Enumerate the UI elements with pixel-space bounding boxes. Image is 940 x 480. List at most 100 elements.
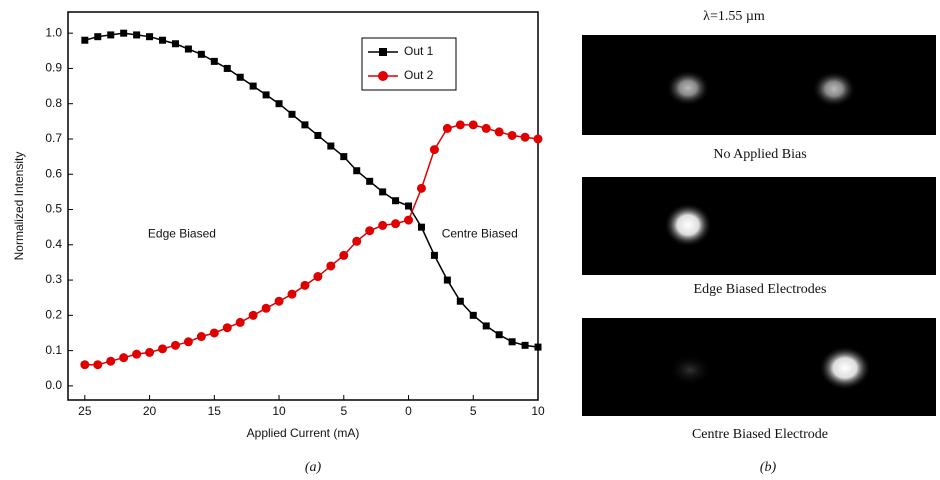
panel-title: λ=1.55 µm xyxy=(703,9,765,24)
marker xyxy=(521,341,529,349)
marker xyxy=(81,36,89,44)
marker xyxy=(481,123,491,133)
marker xyxy=(520,132,530,142)
panel-label: (a) xyxy=(305,460,322,475)
marker xyxy=(159,36,167,44)
marker xyxy=(80,360,90,370)
spot xyxy=(668,354,712,386)
marker xyxy=(326,261,336,271)
marker xyxy=(183,337,193,347)
marker xyxy=(455,120,465,130)
marker xyxy=(261,303,271,313)
marker xyxy=(417,223,425,231)
annotation: Centre Biased xyxy=(442,226,518,240)
legend-label: Out 2 xyxy=(404,68,434,82)
image-caption: No Applied Bias xyxy=(713,147,806,162)
marker xyxy=(508,338,516,346)
legend-label: Out 1 xyxy=(404,44,434,58)
marker xyxy=(482,322,490,330)
x-tick-label: 25 xyxy=(78,404,92,418)
y-tick-label: 0.3 xyxy=(45,272,62,286)
y-tick-label: 0.2 xyxy=(45,308,62,322)
marker xyxy=(301,121,309,129)
marker xyxy=(430,251,438,259)
marker xyxy=(262,91,270,99)
marker xyxy=(391,219,401,229)
marker xyxy=(468,120,478,130)
marker xyxy=(494,127,504,137)
marker xyxy=(378,220,388,230)
plot: 0.0 0.1 0.2 0.3 0.4 0.5 0.6 0.7 0.8 0.9 1.0 25 20 15 1… xyxy=(12,11,545,440)
series-line xyxy=(84,124,539,366)
spot xyxy=(812,71,856,107)
y-tick-label: 0.9 xyxy=(45,61,62,75)
marker xyxy=(495,331,503,339)
marker xyxy=(119,353,129,363)
marker xyxy=(379,188,387,196)
legend-box xyxy=(361,37,457,91)
marker xyxy=(313,272,323,282)
y-tick-label: 0.5 xyxy=(45,202,62,216)
x-tick-label: 5 xyxy=(470,404,477,418)
mode-images xyxy=(582,35,936,416)
y-tick-label: 0.1 xyxy=(45,343,62,357)
x-tick-label: 15 xyxy=(208,404,222,418)
y-tick-label: 0.8 xyxy=(45,96,62,110)
marker xyxy=(469,311,477,319)
spot xyxy=(819,346,871,390)
image xyxy=(582,318,936,416)
marker xyxy=(248,310,258,320)
y-tick-label: 0.0 xyxy=(45,378,62,392)
marker xyxy=(196,332,206,342)
marker xyxy=(429,145,439,155)
marker xyxy=(184,45,192,53)
marker xyxy=(442,123,452,133)
image xyxy=(582,177,936,275)
marker xyxy=(274,296,284,306)
x-axis-label: Applied Current (mA) xyxy=(247,426,360,440)
marker xyxy=(416,183,426,193)
y-tick-label: 0.4 xyxy=(45,237,62,251)
marker xyxy=(236,73,244,81)
x-tick-label: 0 xyxy=(405,404,412,418)
marker xyxy=(222,323,232,333)
marker xyxy=(132,349,142,359)
marker xyxy=(275,100,283,108)
marker xyxy=(300,280,310,290)
x-tick-label: 10 xyxy=(531,404,545,418)
image-caption: Centre Biased Electrode xyxy=(692,427,828,442)
marker xyxy=(170,340,180,350)
marker xyxy=(314,131,322,139)
image-caption: Edge Biased Electrodes xyxy=(694,282,827,297)
marker xyxy=(235,317,245,327)
marker xyxy=(534,343,542,351)
marker xyxy=(197,50,205,58)
x-tick-label: 20 xyxy=(143,404,157,418)
marker xyxy=(352,236,362,246)
y-axis-label: Normalized Intensity xyxy=(12,152,26,261)
marker xyxy=(366,177,374,185)
marker xyxy=(339,250,349,260)
marker xyxy=(106,356,116,366)
marker xyxy=(107,31,115,39)
marker xyxy=(353,167,361,175)
y-tick-label: 0.6 xyxy=(45,166,62,180)
marker xyxy=(404,215,414,225)
spot xyxy=(666,70,710,106)
annotation: Edge Biased xyxy=(148,226,216,240)
marker xyxy=(507,130,517,140)
marker xyxy=(456,297,464,305)
marker xyxy=(210,57,218,65)
marker xyxy=(93,360,103,370)
marker xyxy=(249,82,257,90)
image xyxy=(582,35,936,135)
marker xyxy=(209,328,219,338)
marker xyxy=(171,40,179,48)
marker xyxy=(288,110,296,118)
marker xyxy=(120,29,128,37)
marker xyxy=(365,226,375,236)
marker xyxy=(94,33,102,41)
legend-marker xyxy=(379,48,387,56)
spot xyxy=(664,203,712,247)
